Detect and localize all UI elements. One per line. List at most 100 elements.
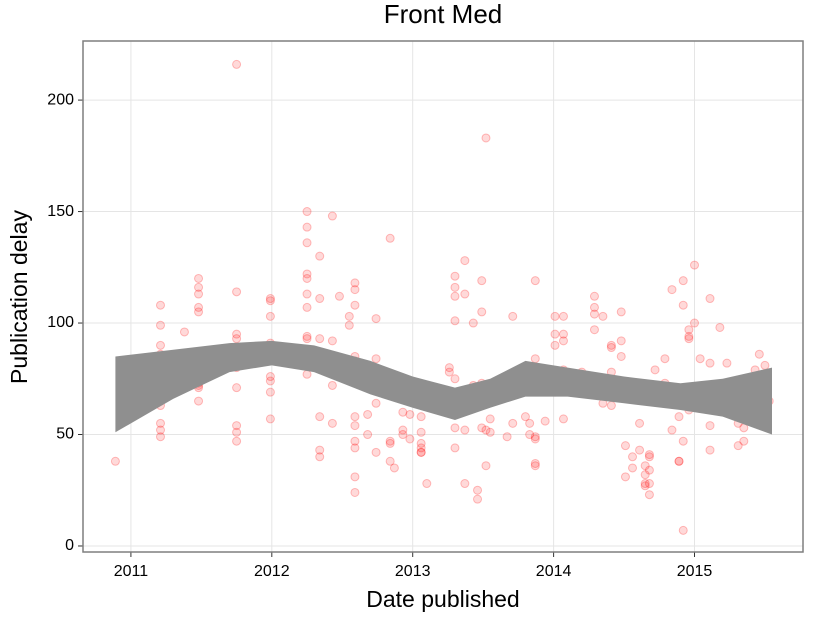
point (616, 351, 626, 361)
y-tick-label: 100 (47, 314, 74, 331)
point (155, 320, 165, 330)
point (644, 465, 654, 475)
point (450, 316, 460, 326)
point (715, 322, 725, 332)
point (620, 441, 630, 451)
point (422, 479, 432, 489)
y-tick-label: 0 (65, 537, 74, 554)
point (371, 447, 381, 457)
point (550, 329, 560, 339)
point (450, 443, 460, 453)
point (628, 452, 638, 462)
point (558, 414, 568, 424)
point (398, 407, 408, 417)
point (530, 354, 540, 364)
point (620, 472, 630, 482)
point (155, 425, 165, 435)
x-tick-label: 2013 (395, 563, 431, 580)
point (530, 432, 540, 442)
point (678, 276, 688, 286)
point (194, 307, 204, 317)
point (705, 421, 715, 431)
y-tick-label: 150 (47, 203, 74, 220)
point (485, 414, 495, 424)
point (350, 487, 360, 497)
point (460, 289, 470, 299)
point (302, 207, 312, 217)
point (473, 485, 483, 495)
point (473, 494, 483, 504)
point (530, 276, 540, 286)
point (450, 271, 460, 281)
point (684, 325, 694, 335)
point (232, 436, 242, 446)
point (598, 311, 608, 321)
point (616, 307, 626, 317)
point (684, 331, 694, 341)
point (265, 387, 275, 397)
point (481, 461, 491, 471)
point (350, 412, 360, 422)
point (460, 256, 470, 266)
point (722, 358, 732, 368)
point (674, 456, 684, 466)
point (155, 340, 165, 350)
point (302, 334, 312, 344)
point (667, 425, 677, 435)
point (302, 273, 312, 283)
point (760, 360, 770, 370)
point (350, 472, 360, 482)
point (540, 416, 550, 426)
point (350, 278, 360, 288)
point (644, 479, 654, 489)
point (327, 380, 337, 390)
point (550, 340, 560, 350)
point (450, 291, 460, 301)
point (398, 425, 408, 435)
point (705, 358, 715, 368)
point (194, 396, 204, 406)
point (350, 436, 360, 446)
point (194, 289, 204, 299)
point (385, 456, 395, 466)
point (481, 425, 491, 435)
point (265, 372, 275, 382)
point (416, 443, 426, 453)
point (450, 374, 460, 384)
point (371, 398, 381, 408)
x-tick-label: 2011 (114, 563, 149, 580)
confidence-band (115, 340, 773, 435)
point (589, 291, 599, 301)
point (371, 354, 381, 364)
point (678, 436, 688, 446)
point (460, 479, 470, 489)
point (644, 450, 654, 460)
point (690, 318, 700, 328)
point (674, 456, 684, 466)
point (350, 285, 360, 295)
point (635, 445, 645, 455)
point (477, 276, 487, 286)
point (327, 336, 337, 346)
point (385, 436, 395, 446)
point (739, 436, 749, 446)
point (754, 349, 764, 359)
point (315, 294, 325, 304)
point (155, 432, 165, 442)
point (363, 409, 373, 419)
point (589, 309, 599, 319)
point (508, 418, 518, 428)
point (398, 430, 408, 440)
point (705, 294, 715, 304)
y-tick-label: 50 (56, 426, 74, 443)
point (640, 479, 650, 489)
point (232, 334, 242, 344)
point (502, 432, 512, 442)
point (334, 291, 344, 301)
point (650, 365, 660, 375)
point (550, 311, 560, 321)
point (444, 367, 454, 377)
point (302, 238, 312, 248)
x-tick-label: 2015 (677, 563, 713, 580)
